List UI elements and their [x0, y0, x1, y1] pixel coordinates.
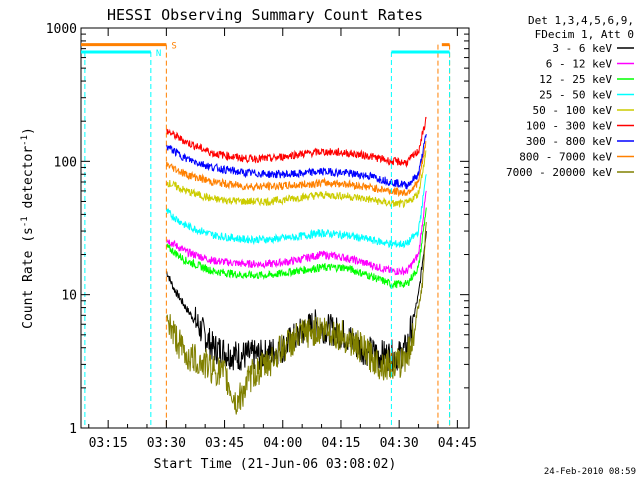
state-bars-layer: SN: [81, 42, 451, 428]
x-tick-label: 04:30: [380, 436, 419, 451]
y-axis-label-sup: -1: [20, 135, 30, 146]
y-tick-label: 100: [54, 155, 77, 170]
series-line-6: [165, 134, 427, 190]
footer-timestamp: 24-Feb-2010 08:59: [544, 467, 636, 477]
state-bar-label: S: [171, 42, 176, 52]
y-axis-label-part: ): [21, 127, 36, 135]
x-tick-label: 03:15: [89, 436, 128, 451]
legend-entry-label-2: 12 - 25 keV: [539, 73, 612, 86]
state-bar-label: N: [156, 49, 161, 59]
series-line-1: [166, 190, 427, 276]
legend-entry-label-7: 800 - 7000 keV: [519, 151, 612, 164]
y-tick-label: 1: [69, 422, 77, 437]
legend: Det 1,3,4,5,6,9, FDecim 1, Att 0 3 - 6 k…: [506, 14, 634, 179]
legend-header: FDecim 1, Att 0: [535, 28, 634, 41]
series-line-2: [165, 207, 427, 290]
x-tick-label: 04:15: [321, 436, 360, 451]
legend-header: Det 1,3,4,5,6,9,: [528, 14, 634, 27]
legend-entry-label-6: 300 - 800 keV: [526, 135, 612, 148]
x-tick-label: 03:45: [205, 436, 244, 451]
series-line-7: [165, 140, 427, 198]
legend-entry-label-5: 100 - 300 keV: [526, 120, 612, 133]
legend-entry-label-1: 6 - 12 keV: [546, 58, 613, 71]
legend-entry-label-8: 7000 - 20000 keV: [506, 166, 612, 179]
y-axis-label-part: detector: [21, 146, 36, 217]
chart-title: HESSI Observing Summary Count Rates: [107, 6, 423, 24]
y-axis-label-part: Count Rate (s: [21, 227, 36, 329]
series-line-5: [166, 116, 427, 169]
legend-entry-label-3: 25 - 50 keV: [539, 89, 612, 102]
x-axis-label: Start Time (21-Jun-06 03:08:02): [154, 457, 397, 472]
series-line-3: [165, 174, 427, 249]
legend-entry-label-0: 3 - 6 keV: [552, 42, 612, 55]
series-line-4: [165, 150, 427, 209]
axis-layer: 03:15 03:30 03:45 04:00 04:15 04:30 04:45 1 10 10…: [46, 22, 477, 451]
series-line-8: [165, 222, 427, 415]
plot-area: [80, 27, 470, 429]
y-axis-label: Count Rate (s-1 detector-1): [20, 127, 36, 329]
series-layer: [165, 116, 427, 415]
series-line-0: [166, 231, 427, 373]
legend-entry-label-4: 50 - 100 keV: [533, 104, 613, 117]
x-tick-label: 04:00: [263, 436, 302, 451]
x-tick-label: 03:30: [147, 436, 186, 451]
y-axis-label-sup: -1: [20, 216, 30, 227]
y-tick-label: 1000: [46, 22, 77, 37]
x-tick-label: 04:45: [438, 436, 477, 451]
y-tick-label: 10: [61, 289, 77, 304]
